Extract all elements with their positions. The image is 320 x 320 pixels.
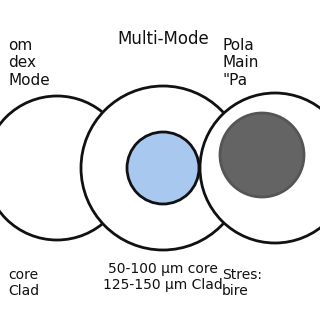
- Circle shape: [0, 96, 129, 240]
- Circle shape: [220, 113, 304, 197]
- Text: 50-100 μm core
125-150 μm Clad: 50-100 μm core 125-150 μm Clad: [103, 262, 223, 292]
- Circle shape: [127, 132, 199, 204]
- Text: Stres:
bire: Stres: bire: [222, 268, 262, 298]
- Text: core
Clad: core Clad: [8, 268, 39, 298]
- Text: om
dex
Mode: om dex Mode: [8, 38, 50, 88]
- Circle shape: [200, 93, 320, 243]
- Circle shape: [81, 86, 245, 250]
- Text: Multi-Mode: Multi-Mode: [117, 30, 209, 48]
- Text: Pola
Main
"Pa: Pola Main "Pa: [222, 38, 258, 88]
